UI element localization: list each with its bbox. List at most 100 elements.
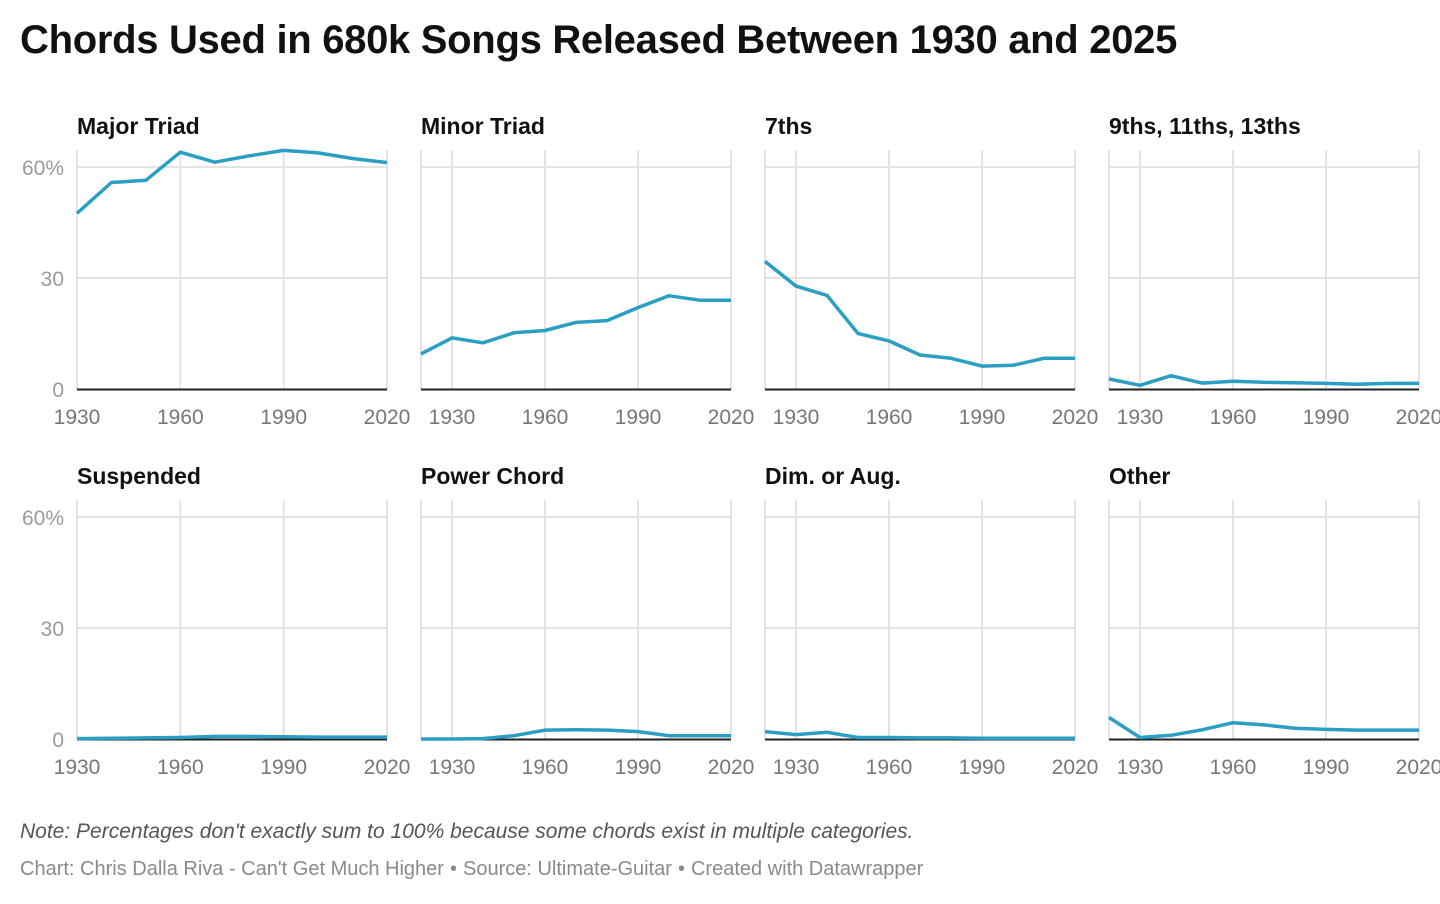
data-point — [1263, 381, 1266, 384]
data-point — [668, 734, 671, 737]
x-tick-label: 2020 — [1396, 756, 1440, 779]
data-point — [1139, 384, 1142, 387]
panel-title: Suspended — [77, 463, 201, 489]
x-tick-label: 1930 — [429, 756, 476, 779]
data-point — [826, 731, 829, 734]
credit-tool: Created with Datawrapper — [690, 858, 924, 880]
data-point — [482, 341, 485, 344]
y-tick-label: 60% — [22, 157, 64, 180]
x-tick-label: 1960 — [866, 406, 913, 429]
data-point — [1232, 380, 1235, 383]
x-tick-label: 1930 — [1117, 406, 1164, 429]
x-tick-label: 1960 — [522, 406, 569, 429]
y-tick-label: 0 — [52, 379, 64, 402]
data-point — [795, 285, 798, 288]
data-point — [575, 321, 578, 324]
panel-9ths-11ths-13ths: 9ths, 11ths, 13ths 1930 1960 1990 2020 — [1108, 113, 1440, 429]
data-point — [1294, 727, 1297, 730]
data-point — [386, 736, 389, 739]
x-tick-label: 1960 — [522, 756, 569, 779]
panel-major-triad: Major Triad 0 30 60% 1930 1960 1990 2020 — [22, 113, 410, 429]
series-line — [1108, 716, 1419, 740]
panel-power-chord: Power Chord 1930 1960 1990 2020 — [420, 463, 755, 779]
y-tick-label: 30 — [41, 268, 64, 291]
data-point — [888, 339, 891, 342]
data-point — [282, 735, 285, 738]
data-point — [317, 151, 320, 154]
data-point — [919, 736, 922, 739]
data-point — [544, 329, 547, 332]
data-point — [482, 737, 485, 740]
x-tick-label: 2020 — [364, 406, 411, 429]
credit-author: Chart: Chris Dalla Riva - Can't Get Much… — [20, 858, 444, 880]
chart-title: Chords Used in 680k Songs Released Betwe… — [20, 18, 1178, 62]
data-point — [950, 736, 953, 739]
data-point — [144, 179, 147, 182]
data-point — [1043, 737, 1046, 740]
data-point — [1232, 721, 1235, 724]
data-point — [513, 734, 516, 737]
data-point — [1418, 382, 1421, 385]
x-tick-label: 1960 — [866, 756, 913, 779]
panel-title: Other — [1109, 463, 1170, 489]
x-tick-label: 1990 — [1303, 756, 1350, 779]
data-point — [1012, 364, 1015, 367]
credit-separator: • — [677, 858, 685, 880]
data-point — [730, 734, 733, 737]
data-point — [1201, 382, 1204, 385]
data-point — [1170, 374, 1173, 377]
data-point — [637, 306, 640, 309]
data-point — [213, 161, 216, 164]
x-tick-label: 1930 — [429, 406, 476, 429]
data-point — [668, 294, 671, 297]
data-point — [213, 735, 216, 738]
x-tick-label: 1930 — [1117, 756, 1164, 779]
data-point — [1012, 737, 1015, 740]
data-point — [919, 353, 922, 356]
y-tick-label: 60% — [22, 507, 64, 530]
data-point — [857, 332, 860, 335]
data-point — [1108, 716, 1111, 719]
panel-title: 9ths, 11ths, 13ths — [1109, 113, 1301, 139]
credit-separator: • — [449, 858, 457, 880]
panel-title: Dim. or Aug. — [765, 463, 901, 489]
x-tick-label: 1990 — [1303, 406, 1350, 429]
panel-minor-triad: Minor Triad 1930 1960 1990 2020 — [420, 113, 754, 429]
data-point — [451, 738, 454, 741]
data-point — [1170, 734, 1173, 737]
x-tick-label: 2020 — [708, 756, 755, 779]
data-point — [282, 149, 285, 152]
data-point — [179, 736, 182, 739]
chart-note: Note: Percentages don't exactly sum to 1… — [20, 820, 914, 843]
data-point — [606, 319, 609, 322]
data-point — [76, 212, 79, 215]
data-point — [544, 729, 547, 732]
x-tick-label: 1990 — [615, 756, 662, 779]
data-point — [248, 154, 251, 157]
data-point — [513, 331, 516, 334]
y-tick-label: 30 — [41, 618, 64, 641]
data-point — [1325, 382, 1328, 385]
panel-other: Other 1930 1960 1990 2020 — [1108, 463, 1440, 779]
series-line — [1108, 373, 1419, 388]
data-point — [317, 736, 320, 739]
data-point — [420, 738, 423, 741]
series-line — [421, 728, 731, 741]
data-point — [351, 157, 354, 160]
x-tick-label: 2020 — [1052, 406, 1099, 429]
data-point — [730, 299, 733, 302]
data-point — [575, 728, 578, 731]
x-tick-label: 2020 — [364, 756, 411, 779]
x-tick-label: 1990 — [260, 406, 307, 429]
x-tick-label: 1960 — [157, 756, 204, 779]
data-point — [606, 729, 609, 732]
x-tick-label: 2020 — [1396, 406, 1440, 429]
data-point — [981, 365, 984, 368]
data-point — [420, 352, 423, 355]
data-point — [1325, 728, 1328, 731]
data-point — [76, 737, 79, 740]
panel-suspended: Suspended 0 30 60% 1930 1960 1990 2020 — [22, 463, 410, 779]
x-tick-label: 1930 — [54, 756, 101, 779]
x-tick-label: 1990 — [615, 406, 662, 429]
